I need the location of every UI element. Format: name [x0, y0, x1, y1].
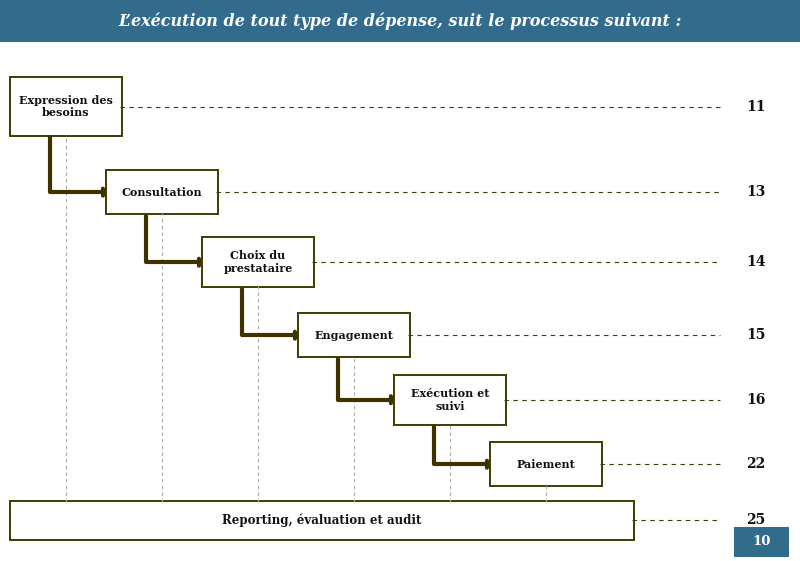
Text: 15: 15	[746, 328, 766, 342]
Bar	[0, 0, 800, 42]
Text: 25: 25	[746, 513, 766, 527]
FancyBboxPatch shape	[202, 237, 314, 287]
FancyBboxPatch shape	[106, 170, 218, 214]
Text: Reporting, évaluation et audit: Reporting, évaluation et audit	[222, 513, 422, 527]
Text: 10: 10	[753, 535, 770, 549]
Text: 16: 16	[746, 393, 766, 407]
Text: Exécution et
suivi: Exécution et suivi	[411, 388, 489, 412]
Text: L’exécution de tout type de dépense, suit le processus suivant :: L’exécution de tout type de dépense, sui…	[118, 12, 682, 30]
FancyBboxPatch shape	[10, 77, 122, 136]
FancyBboxPatch shape	[10, 501, 634, 540]
Text: 22: 22	[746, 457, 766, 471]
Text: Consultation: Consultation	[122, 187, 202, 197]
Text: 13: 13	[746, 185, 766, 199]
Text: Engagement: Engagement	[314, 330, 394, 341]
Text: 11: 11	[746, 100, 766, 113]
Text: Choix du
prestataire: Choix du prestataire	[223, 250, 293, 274]
Text: Expression des
besoins: Expression des besoins	[19, 95, 113, 118]
FancyBboxPatch shape	[298, 313, 410, 357]
Text: Paiement: Paiement	[517, 459, 575, 470]
FancyBboxPatch shape	[490, 442, 602, 486]
Text: 14: 14	[746, 255, 766, 269]
Bar	[734, 527, 789, 557]
FancyBboxPatch shape	[394, 375, 506, 425]
